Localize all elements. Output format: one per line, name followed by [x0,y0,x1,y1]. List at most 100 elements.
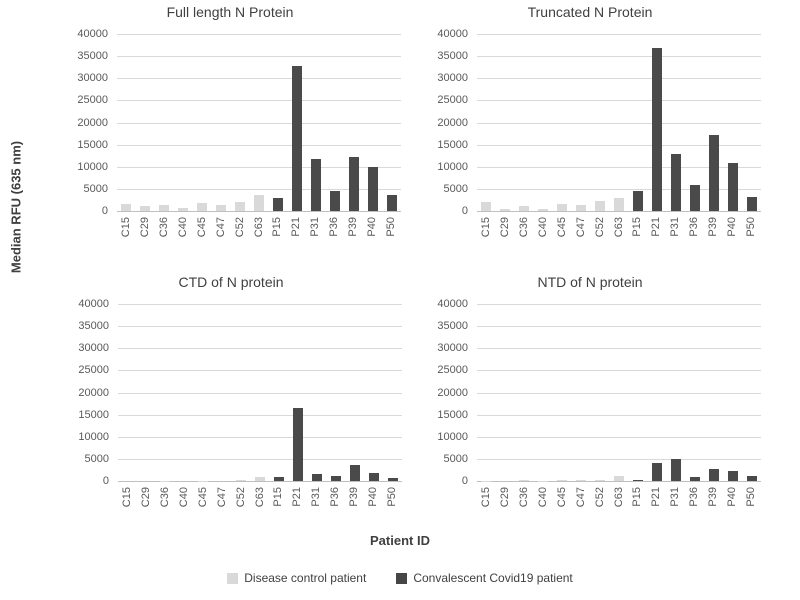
x-tick-label: C40 [176,217,189,238]
bar-P39 [708,135,719,211]
y-tick-label: 20000 [77,116,108,129]
gridline [118,348,402,350]
bar-P40 [368,472,379,481]
x-tick-label: C47 [214,217,227,238]
bar-C47 [576,205,587,211]
gridline [477,188,761,190]
x-tick-label: C45 [195,217,208,238]
x-tick-label: P15 [271,217,284,237]
x-axis-title: Patient ID [370,533,430,548]
x-tick-label: C45 [196,487,209,508]
x-tick-label: C29 [498,487,511,508]
y-tick-label: 10000 [437,160,468,173]
x-tick-label: C47 [574,217,587,238]
y-tick-label: 20000 [437,386,468,399]
y-axis-title: Median RFU (635 nm) [8,140,24,274]
x-tick-label: P31 [669,217,682,237]
x-axis-line [117,211,401,212]
gridline [117,122,401,124]
gridline [477,122,761,124]
x-tick-label: C36 [158,487,171,508]
x-tick-label: C36 [517,487,530,508]
gridline [117,166,401,168]
y-tick-label: 40000 [78,298,109,310]
y-tick-label: 25000 [78,364,109,377]
plot-area: 0 5000 10000 15000 20000 25000 30000 35000 40000… [437,28,761,237]
x-tick-label: C29 [498,217,511,238]
x-tick-label: C40 [177,487,190,508]
bar-C63 [614,475,624,481]
gridline [117,56,401,58]
chart-title: NTD of N protein [537,274,643,290]
x-tick-label: P40 [366,217,379,237]
bar-C45 [197,203,208,211]
bar-C29 [500,208,511,211]
bar-C36 [159,204,170,211]
y-tick-label: 10000 [78,430,109,443]
x-tick-label: P39 [347,217,360,237]
x-tick-label: C47 [215,487,228,508]
bar-C45 [557,480,568,481]
y-tick-label: 15000 [77,138,108,151]
gridline [117,188,401,190]
bar-C52 [595,479,606,481]
chart-panel-ctd: CTD of N protein 0 5000 10000 15000 20000 250… [78,270,402,520]
y-tick-label: 25000 [437,94,468,107]
x-tick-label: P21 [650,487,663,507]
x-tick-label: C29 [138,217,151,238]
bar-P21 [651,462,662,481]
x-tick-label: C45 [555,487,568,508]
gridline [117,100,401,102]
x-tick-label: P36 [328,217,341,237]
y-tick-label: 5000 [443,182,468,195]
y-tick-label: 5000 [83,182,108,195]
bar-C47 [576,480,587,481]
legend-label: Convalescent Covid19 patient [413,571,573,585]
x-tick-label: P40 [726,487,739,507]
bar-P36 [689,185,700,211]
x-tick-label: P36 [688,217,701,237]
x-tick-label: C15 [120,487,133,508]
gridline [117,34,401,35]
bar-C29 [140,205,151,211]
y-tick-label: 5000 [84,452,109,465]
bar-P21 [291,65,302,211]
gridline [477,392,761,394]
x-tick-label: C40 [536,217,549,238]
bar-P50 [386,194,397,211]
bar-P50 [387,478,398,481]
x-tick-label: C63 [252,217,265,238]
gridline [477,348,761,350]
bar-P40 [367,167,378,211]
chart-title: Truncated N Protein [527,4,653,20]
bar-C40 [538,209,549,211]
bar-C45 [557,204,568,211]
x-tick-label: P31 [310,487,323,507]
gridline [118,304,402,305]
y-tick-label: 35000 [437,320,468,333]
legend: Disease control patient Convalescent Cov… [0,571,800,585]
bar-P39 [708,469,719,481]
y-tick-label: 20000 [78,386,109,399]
bar-C47 [216,205,227,211]
x-tick-label: P15 [631,487,644,507]
y-tick-label: 40000 [437,28,468,40]
y-tick-label: 0 [102,475,109,487]
y-tick-label: 25000 [77,94,108,107]
gridline [477,100,761,102]
x-tick-label: P40 [726,217,739,237]
gridline [477,56,761,58]
legend-swatch-control-icon [227,572,239,584]
y-tick-label: 30000 [437,72,468,85]
x-tick-label: P21 [650,217,663,237]
bar-C52 [235,202,246,211]
x-tick-label: C36 [517,217,530,238]
x-tick-label: P50 [385,217,398,237]
y-tick-label: 35000 [78,320,109,333]
y-tick-label: 15000 [78,408,109,421]
bar-C36 [519,206,530,211]
bar-P31 [670,154,681,211]
plot-area: 0 5000 10000 15000 20000 25000 30000 35000 40000… [77,28,401,237]
y-tick-label: 20000 [437,116,468,129]
